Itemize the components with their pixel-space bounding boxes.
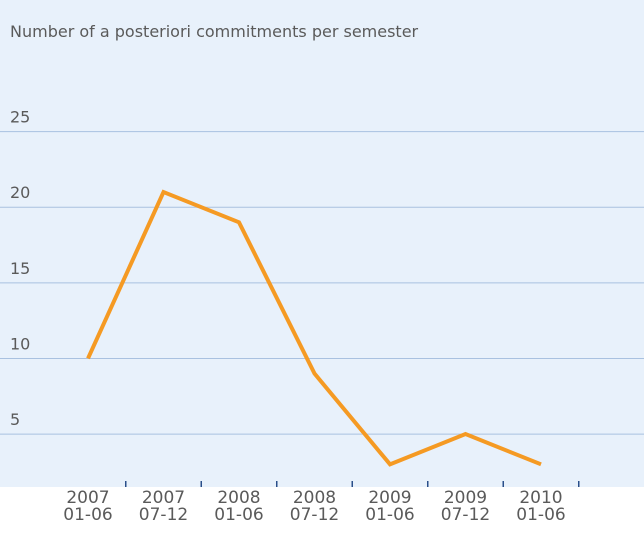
x-tick-label: 2009 07-12 — [440, 488, 491, 525]
x-tick-label: 2009 01-06 — [365, 488, 415, 525]
plot-background — [0, 0, 644, 487]
line — [86, 189, 542, 467]
x-tick-label: 2007 07-12 — [138, 488, 189, 525]
y-tick-label: 25 — [10, 108, 30, 127]
y-tick-label: 10 — [10, 334, 30, 353]
y-tick-label: 5 — [10, 410, 20, 429]
y-tick-label: 20 — [10, 183, 30, 202]
x-tick-label: 2008 01-06 — [214, 488, 264, 525]
chart-title: Number of a posteriori commitments per s… — [10, 22, 419, 41]
x-tick-label: 2010 01-06 — [516, 488, 566, 525]
y-tick-label: 15 — [10, 259, 30, 278]
x-tick-label: 2008 07-12 — [289, 488, 340, 525]
x-tick-label: 2007 01-06 — [63, 488, 113, 525]
